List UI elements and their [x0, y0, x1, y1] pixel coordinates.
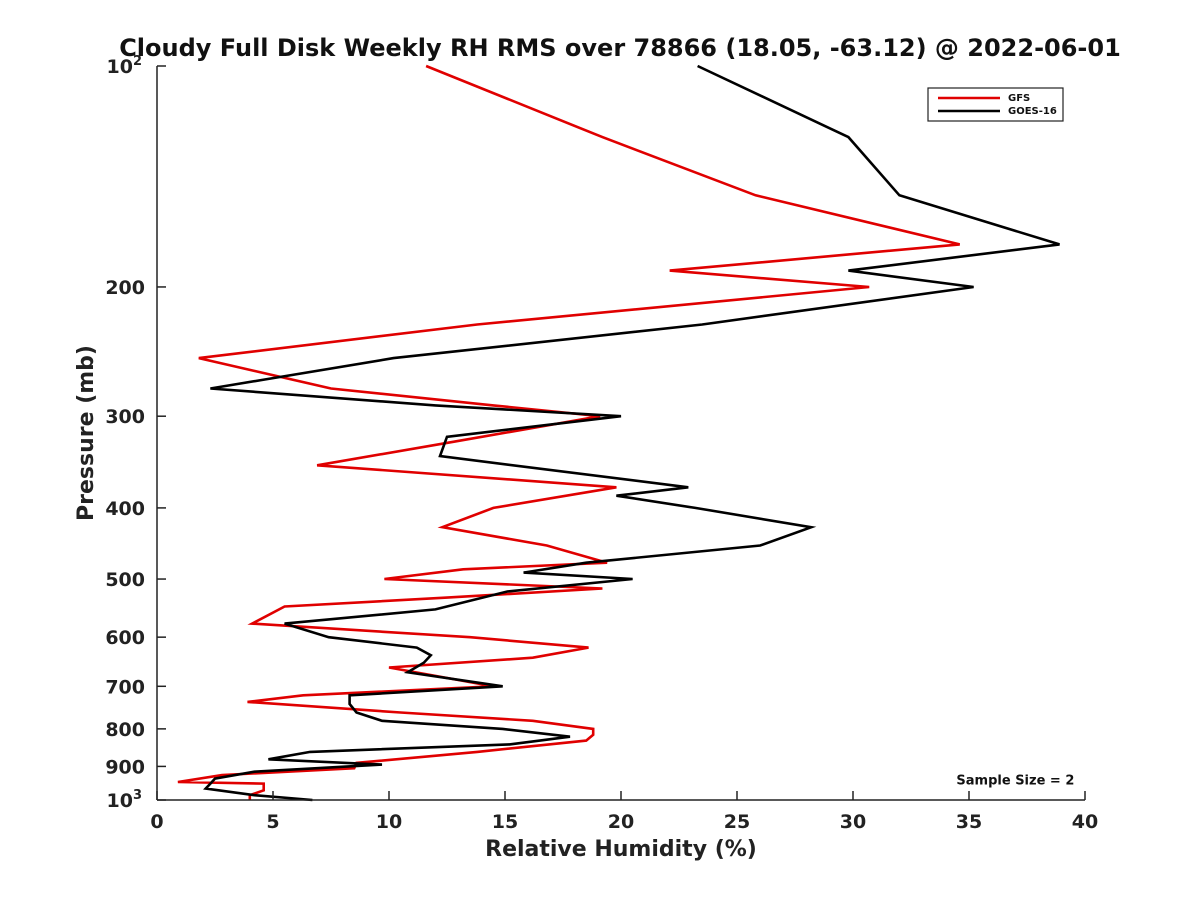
x-tick-label: 40: [1072, 811, 1098, 833]
x-axis-label: Relative Humidity (%): [485, 837, 757, 862]
y-tick-label-exp: 3: [133, 788, 142, 803]
y-tick-label: 200: [105, 277, 145, 299]
x-tick-label: 15: [492, 811, 518, 833]
x-tick-label: 10: [376, 811, 402, 833]
legend-label-goes16: GOES-16: [1008, 106, 1057, 117]
x-tick-label: 30: [840, 811, 866, 833]
y-tick-label-text: 800: [105, 719, 145, 741]
x-tick-label: 0: [150, 811, 163, 833]
series-line-goes16: [203, 64, 1060, 802]
y-tick-label-text: 200: [105, 277, 145, 299]
y-tick-label-text: 300: [105, 406, 145, 428]
y-tick-label-exp: 2: [133, 54, 142, 69]
y-tick-label-text: 700: [105, 676, 145, 698]
y-tick-label-text: 500: [105, 569, 145, 591]
y-tick-label-base: 10: [107, 790, 133, 812]
plot-area: [177, 64, 1060, 802]
y-tick-label-text: 900: [105, 756, 145, 778]
x-tick-label: 35: [956, 811, 982, 833]
legend-label-gfs: GFS: [1008, 93, 1030, 104]
y-tick-label: 10 3: [107, 788, 143, 812]
y-tick-label: 800: [105, 719, 145, 741]
y-tick-label: 10 2: [107, 54, 143, 78]
legend-box: [927, 87, 1064, 122]
y-tick-label: 300: [105, 406, 145, 428]
y-axis-label: Pressure (mb): [74, 345, 99, 521]
y-tick-label: 900: [105, 756, 145, 778]
y-tick-label: 700: [105, 676, 145, 698]
y-tick-label: 400: [105, 498, 145, 520]
x-ticks: 0 5 10 15 20 25 30 35 40: [150, 791, 1098, 833]
x-tick-label: 20: [608, 811, 634, 833]
y-tick-label-text: 600: [105, 627, 145, 649]
series-line-gfs: [177, 64, 961, 800]
chart-title: Cloudy Full Disk Weekly RH RMS over 7886…: [119, 34, 1121, 62]
x-tick-label: 25: [724, 811, 750, 833]
annotation-sample-size: Sample Size = 2: [956, 773, 1074, 788]
y-tick-label-base: 10: [107, 56, 133, 78]
y-tick-label: 600: [105, 627, 145, 649]
y-tick-label-text: 400: [105, 498, 145, 520]
x-tick-label: 5: [266, 811, 279, 833]
legend: GFS GOES-16: [927, 87, 1064, 122]
y-tick-label: 500: [105, 569, 145, 591]
